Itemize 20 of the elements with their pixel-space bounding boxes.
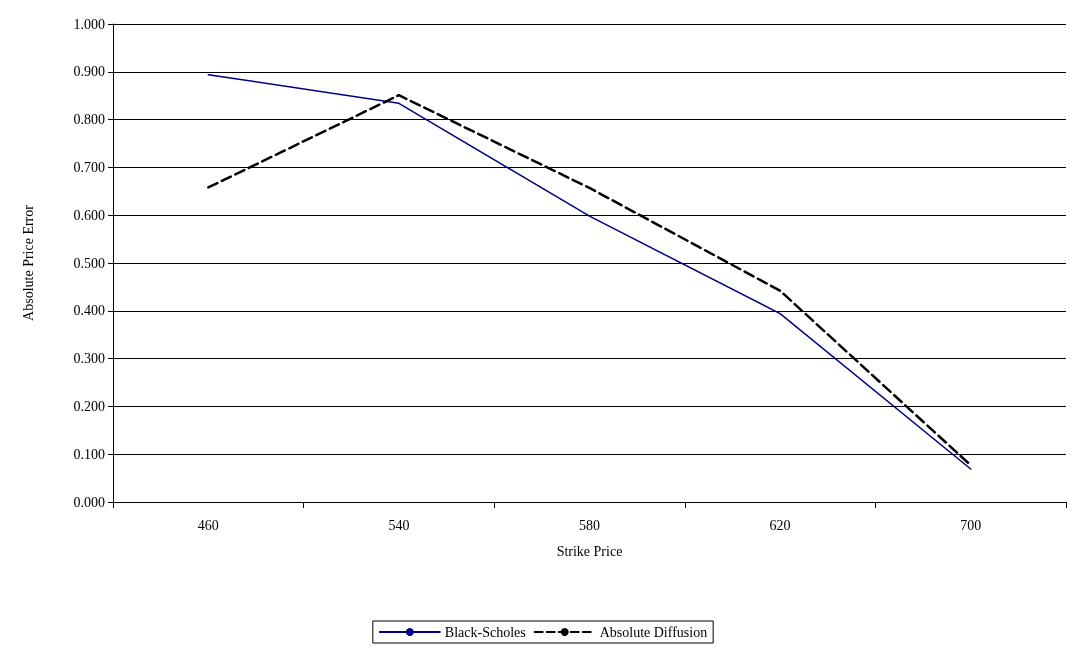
y-axis-title: Absolute Price Error bbox=[20, 204, 36, 321]
y-tick-label: 0.400 bbox=[73, 303, 105, 319]
x-tick-label: 460 bbox=[197, 517, 219, 533]
y-tick-label: 0.200 bbox=[73, 398, 105, 414]
x-axis-title: Strike Price bbox=[556, 543, 623, 559]
y-tick-label: 0.500 bbox=[73, 255, 105, 271]
legend-label: Black-Scholes bbox=[444, 624, 526, 640]
y-tick-label: 0.300 bbox=[73, 351, 105, 367]
y-tick-label: 0.800 bbox=[73, 112, 105, 128]
x-tick-label: 700 bbox=[960, 517, 982, 533]
x-tick-label: 620 bbox=[769, 517, 791, 533]
y-tick-label: 0.600 bbox=[73, 207, 105, 223]
x-tick-label: 540 bbox=[388, 517, 410, 533]
y-tick-label: 0.900 bbox=[73, 64, 105, 80]
legend-label: Absolute Diffusion bbox=[599, 624, 708, 640]
y-tick-label: 0.000 bbox=[73, 494, 105, 510]
y-tick-label: 0.700 bbox=[73, 159, 105, 175]
y-tick-label: 0.100 bbox=[73, 446, 105, 462]
x-tick-label: 580 bbox=[579, 517, 600, 533]
y-tick-label: 1.000 bbox=[73, 16, 105, 32]
